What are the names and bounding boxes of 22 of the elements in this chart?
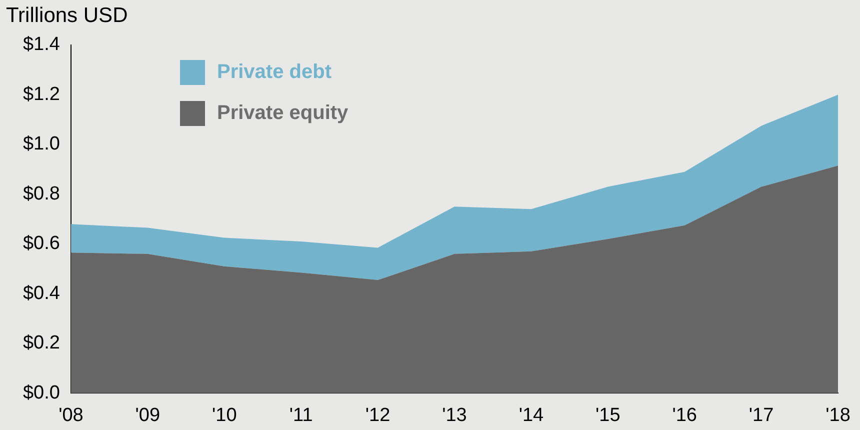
y-axis-title: Trillions USD	[6, 4, 128, 28]
x-tick-label: '08	[58, 404, 84, 426]
y-tick-label: $1.2	[22, 84, 60, 105]
x-tick-label: '11	[289, 404, 313, 426]
x-tick-label: '17	[748, 404, 774, 426]
x-tick-label: '14	[518, 404, 544, 426]
x-tick-label: '13	[442, 404, 467, 426]
x-tick-label: '15	[596, 404, 620, 426]
legend-label: Private equity	[217, 102, 348, 125]
y-tick-label: $1.0	[22, 134, 60, 155]
y-tick-label: $0.0	[22, 382, 60, 404]
x-tick-label: '16	[672, 404, 697, 426]
x-tick-label: '10	[212, 404, 237, 426]
x-tick-label: '18	[826, 404, 850, 426]
x-tick-label: '12	[365, 404, 390, 426]
y-tick-label: $0.2	[22, 332, 60, 354]
y-tick-label: $1.4	[22, 34, 60, 56]
y-tick-label: $0.4	[22, 282, 60, 304]
x-tick-label: '09	[135, 404, 160, 426]
legend-label: Private debt	[217, 61, 332, 84]
y-tick-label: $0.8	[22, 183, 60, 204]
y-tick-label: $0.6	[22, 233, 60, 254]
